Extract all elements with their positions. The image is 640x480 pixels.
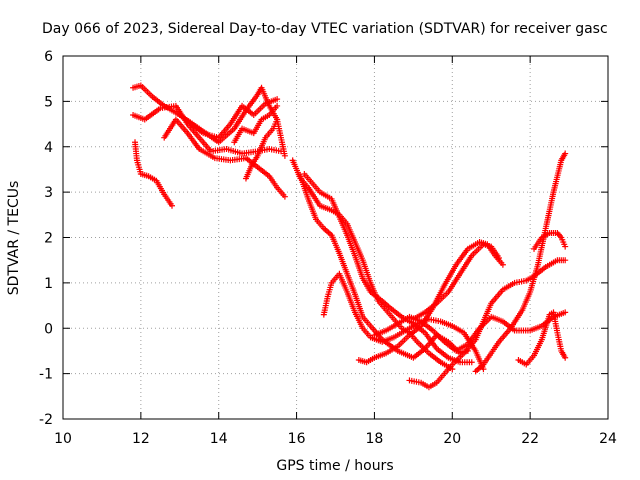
x-axis-label: GPS time / hours (276, 458, 393, 474)
data-point (274, 102, 281, 109)
series-track-d (161, 116, 288, 200)
y-tick-label: 4 (44, 140, 53, 156)
y-tick-label: -1 (39, 367, 53, 383)
data-point (274, 96, 281, 103)
series-track-e (176, 96, 281, 141)
data-point (499, 261, 506, 268)
x-tick-label: 18 (366, 431, 384, 447)
y-tick-label: 1 (44, 276, 53, 292)
data-point (468, 359, 475, 366)
data-point (562, 354, 569, 361)
series-track-h (289, 157, 456, 373)
x-tick-label: 24 (599, 431, 617, 447)
data-point (278, 148, 284, 155)
y-tick-label: 3 (44, 185, 53, 201)
data-point (562, 150, 569, 157)
data-point (496, 254, 502, 261)
y-tick-label: 5 (44, 94, 53, 110)
y-tick-label: -2 (39, 412, 53, 428)
x-tick-label: 12 (132, 431, 150, 447)
series-track-r (531, 229, 569, 252)
x-tick-label: 16 (288, 431, 306, 447)
series-track-p (472, 150, 569, 375)
data-point (562, 309, 569, 316)
data-point (281, 193, 288, 200)
chart-title: Day 066 of 2023, Sidereal Day-to-day VTE… (42, 21, 608, 37)
x-tick-label: 14 (210, 431, 228, 447)
series-track-g (242, 116, 281, 182)
series-layer (130, 82, 569, 391)
y-tick-label: 0 (44, 321, 53, 337)
y-axis-label: SDTVAR / TECUs (6, 181, 22, 296)
data-point (274, 116, 281, 123)
data-point (562, 257, 569, 264)
x-tick-label: 22 (521, 431, 539, 447)
data-point (281, 152, 288, 159)
x-tick-label: 10 (54, 431, 72, 447)
series-track-n (410, 241, 502, 323)
series-track-f (231, 102, 281, 146)
x-tick-label: 20 (443, 431, 461, 447)
series-track-q (515, 309, 569, 368)
series-track-a (132, 139, 175, 209)
y-tick-label: 2 (44, 231, 53, 247)
data-point (169, 202, 175, 209)
y-tick-label: 6 (44, 49, 53, 65)
data-point (562, 243, 569, 250)
